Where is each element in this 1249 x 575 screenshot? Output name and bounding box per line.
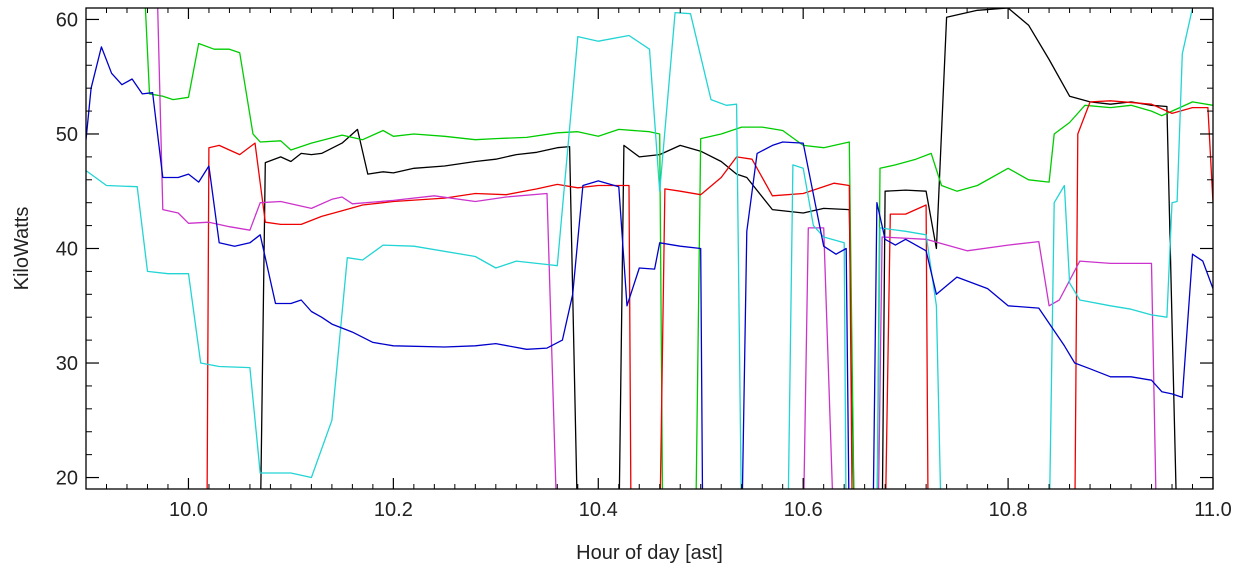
- series-layer: [86, 8, 1213, 489]
- series-line-3: [206, 100, 1213, 489]
- y-tick-label: 20: [56, 468, 78, 490]
- series-line-1: [260, 8, 1177, 489]
- series-line-4: [157, 8, 1157, 489]
- x-axis-title: Hour of day [ast]: [576, 542, 723, 564]
- x-tick-label: 10.6: [784, 499, 823, 521]
- x-tick-label: 10.0: [169, 499, 208, 521]
- x-tick-label: 10.2: [374, 499, 413, 521]
- y-tick-label: 60: [56, 9, 78, 31]
- y-axis-title: KiloWatts: [11, 207, 33, 291]
- series-line-2: [144, 8, 1213, 489]
- x-tick-label: 11.0: [1194, 499, 1231, 521]
- y-tick-label: 30: [56, 353, 78, 375]
- ticks-layer: 10.0 10.2 10.4 10.6 10.8 11.0 20 30 40 50 60: [56, 8, 1232, 521]
- y-tick-label: 50: [56, 124, 78, 146]
- x-tick-label: 10.8: [989, 499, 1028, 521]
- series-line-6: [86, 46, 1213, 489]
- y-tick-label: 40: [56, 239, 78, 261]
- x-tick-label: 10.4: [579, 499, 618, 521]
- series-line-5: [86, 8, 1194, 489]
